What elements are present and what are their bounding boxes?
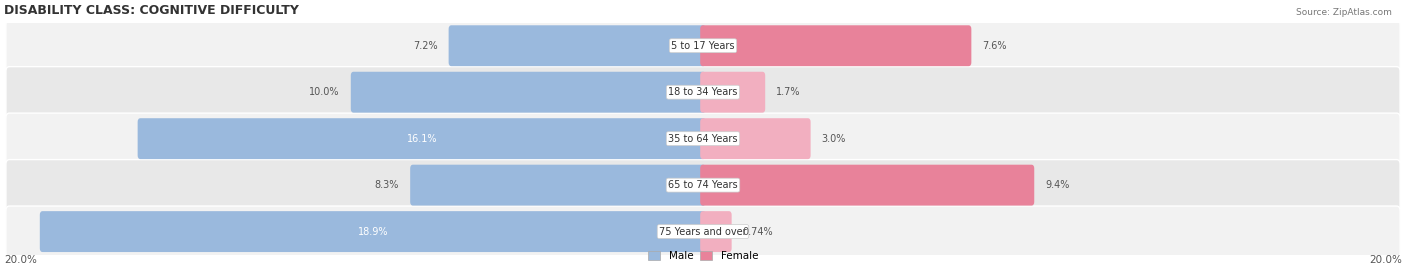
FancyBboxPatch shape	[39, 211, 706, 252]
FancyBboxPatch shape	[6, 113, 1400, 164]
FancyBboxPatch shape	[700, 72, 765, 113]
FancyBboxPatch shape	[700, 118, 811, 159]
Text: 10.0%: 10.0%	[309, 87, 340, 97]
Text: Source: ZipAtlas.com: Source: ZipAtlas.com	[1296, 8, 1392, 17]
Text: 20.0%: 20.0%	[4, 255, 37, 265]
Text: 75 Years and over: 75 Years and over	[659, 226, 747, 237]
FancyBboxPatch shape	[700, 165, 1035, 206]
FancyBboxPatch shape	[138, 118, 706, 159]
Text: 7.2%: 7.2%	[413, 41, 437, 51]
Text: 35 to 64 Years: 35 to 64 Years	[668, 134, 738, 144]
Text: 20.0%: 20.0%	[1369, 255, 1402, 265]
FancyBboxPatch shape	[6, 20, 1400, 71]
Text: 0.74%: 0.74%	[742, 226, 773, 237]
FancyBboxPatch shape	[6, 206, 1400, 257]
Text: 65 to 74 Years: 65 to 74 Years	[668, 180, 738, 190]
Text: 18.9%: 18.9%	[357, 226, 388, 237]
Text: 9.4%: 9.4%	[1046, 180, 1070, 190]
Text: DISABILITY CLASS: COGNITIVE DIFFICULTY: DISABILITY CLASS: COGNITIVE DIFFICULTY	[4, 4, 299, 17]
FancyBboxPatch shape	[6, 160, 1400, 211]
Text: 16.1%: 16.1%	[406, 134, 437, 144]
FancyBboxPatch shape	[449, 25, 706, 66]
Text: 5 to 17 Years: 5 to 17 Years	[671, 41, 735, 51]
FancyBboxPatch shape	[350, 72, 706, 113]
Text: 8.3%: 8.3%	[374, 180, 399, 190]
Text: 7.6%: 7.6%	[983, 41, 1007, 51]
FancyBboxPatch shape	[700, 211, 731, 252]
Text: 18 to 34 Years: 18 to 34 Years	[668, 87, 738, 97]
FancyBboxPatch shape	[411, 165, 706, 206]
FancyBboxPatch shape	[6, 67, 1400, 118]
Text: 1.7%: 1.7%	[776, 87, 801, 97]
Legend: Male, Female: Male, Female	[648, 251, 758, 261]
Text: 3.0%: 3.0%	[821, 134, 846, 144]
FancyBboxPatch shape	[700, 25, 972, 66]
